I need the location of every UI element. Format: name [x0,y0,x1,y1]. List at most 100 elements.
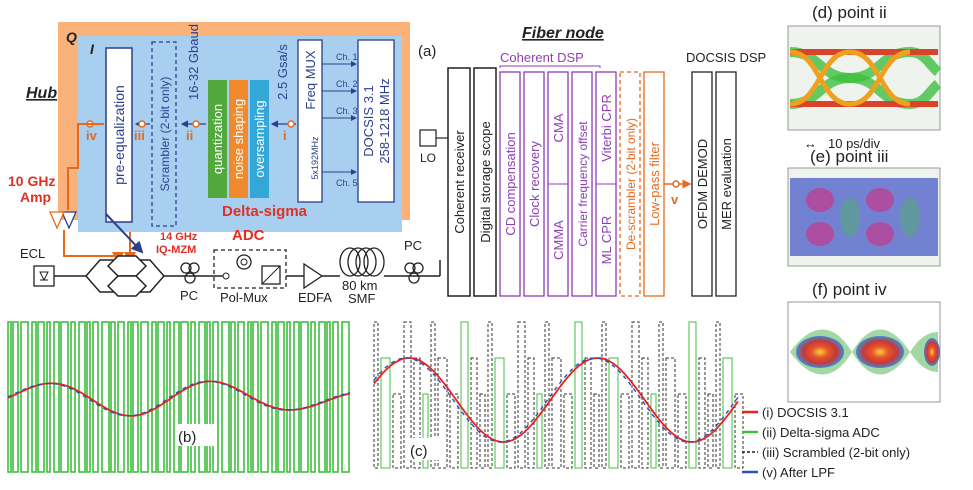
panel-b-pulse [117,321,125,473]
panel-c-pulse [563,393,573,469]
panel-b-pulse [212,321,219,473]
scrambler-block [151,41,177,227]
legend-item-1: (ii) Delta-sigma ADC [762,425,880,440]
panel-b-pulse [230,321,236,473]
cma-label: CMA [551,113,566,142]
amp-label-1: 10 GHz [8,173,55,189]
panel-b-pulse [101,321,110,473]
hub-section: Q I Hub pre-equalization Scrambler (2-bi… [26,22,410,232]
panel-b-pulse [237,321,245,473]
ecl-laser [33,265,55,287]
eye-e-traces [790,178,938,256]
panel-c-pulse [380,357,391,469]
fiber-node: (a) Fiber node LO Coherent receiver Digi… [418,25,766,297]
q-label: Q [66,29,77,45]
scale-label: 10 ps/div [828,136,881,151]
panel-b-lpf-waveform [7,380,351,417]
panel-c-pulse [698,357,706,469]
panel-c-lpf-waveform [373,357,739,443]
cfo-label: Carrier frequency offset [576,121,590,247]
panel-c-pulse [574,321,583,469]
freq-mux-label: Freq MUX [303,50,318,110]
ecl-label: ECL [20,246,45,261]
docsis-source-block [357,39,395,203]
dso-label: Digital storage scope [478,121,493,242]
scale-arrow: ↔ [804,136,817,151]
panel-c-pulse [506,393,516,469]
lpf-label: Low-pass filter [647,141,662,225]
legend-item-3: (v) After LPF [762,465,835,480]
panel-b-pulse [46,321,51,473]
panel-b-pulse [206,321,211,473]
cd-comp-label: CD compensation [503,132,518,235]
point-iv-label: iv [86,128,98,143]
pol-mux-box [213,249,287,289]
panel-c-waveform [373,357,739,443]
panel-b-pulse [180,321,189,473]
panel-c-pulse [449,393,459,469]
mzm-label-1: 14 GHz [160,231,198,243]
smf-spool [339,247,385,277]
panel-c-pulse [715,321,721,469]
panel-c-pulse [373,321,379,469]
edfa-label: EDFA [298,290,332,305]
pc1-label: PC [180,288,198,303]
oversampling-block [250,80,269,198]
panel-b-pulse [300,321,309,473]
panel-c-pulse [527,357,535,469]
panel-b-pulse [70,321,76,473]
panel-b-pulse [277,321,285,473]
mzm-label-2: IQ-MZM [156,244,196,256]
panel-b-pulse [92,321,99,473]
adc-label: ADC [232,227,265,244]
eye-panels: (d) point ii 10 ps/div ↔ (e) point iii (… [787,3,942,403]
panel-b-pulse [260,321,269,473]
panel-b-pulse [37,321,45,473]
iq-mzm [85,255,165,297]
panel-b-pulse [326,321,331,473]
ch5-label: Ch. 5 [336,178,358,188]
panel-b-pulse [198,321,206,473]
baud-label: 16-32 Gbaud [186,24,201,100]
eye-d-title: (d) point ii [812,3,887,22]
fiber-node-label: Fiber node [522,25,604,42]
dso-block [473,67,497,297]
scrambler-label: Scrambler (2-bit only) [158,77,172,192]
panel-b-pulse [271,321,277,473]
panel-c-pulse [650,393,657,469]
panel-b-pulse [20,321,29,473]
panel-b-pulse [12,321,19,473]
eye-d-traces [789,46,942,110]
panel-c-pulse [608,357,619,469]
panel-c-pulse [620,393,630,469]
docsis-dsp-label: DOCSIS DSP [686,50,766,65]
channel-lines [322,61,357,175]
ch1-label: Ch. 1 [336,52,358,62]
noise-shaping-block [229,80,248,198]
hub-label: Hub [26,85,57,102]
pre-equalization-label: pre-equalization [111,85,127,185]
eye-d-frame [787,25,941,131]
panel-c-pulse [494,357,505,469]
panel-c-pulse [517,321,526,469]
panel-c-pulse [470,357,478,469]
panel-b-pulse [318,321,326,473]
panel-b-pulse [221,321,230,473]
panel-c-pulse [551,357,562,469]
amp-label-2: Amp [20,189,51,205]
panel-b-pulse [293,321,300,473]
ch3-label: Ch. 3 [336,106,358,116]
descrambler-block [619,71,641,297]
ch2-label: Ch. 2 [336,79,358,89]
edfa-triangle [303,262,324,290]
legend-item-0: (i) DOCSIS 3.1 [762,405,849,420]
panel-c-pulse [536,393,543,469]
panel-b-pulse [157,321,165,473]
panel-b-waveform [7,380,351,417]
panel-b-pulse [310,321,316,473]
panel-b-green-bars [7,321,350,473]
panel-c-pulse [413,357,421,469]
oversampling-label: oversampling [252,100,267,177]
panel-c-pulse [677,393,687,469]
